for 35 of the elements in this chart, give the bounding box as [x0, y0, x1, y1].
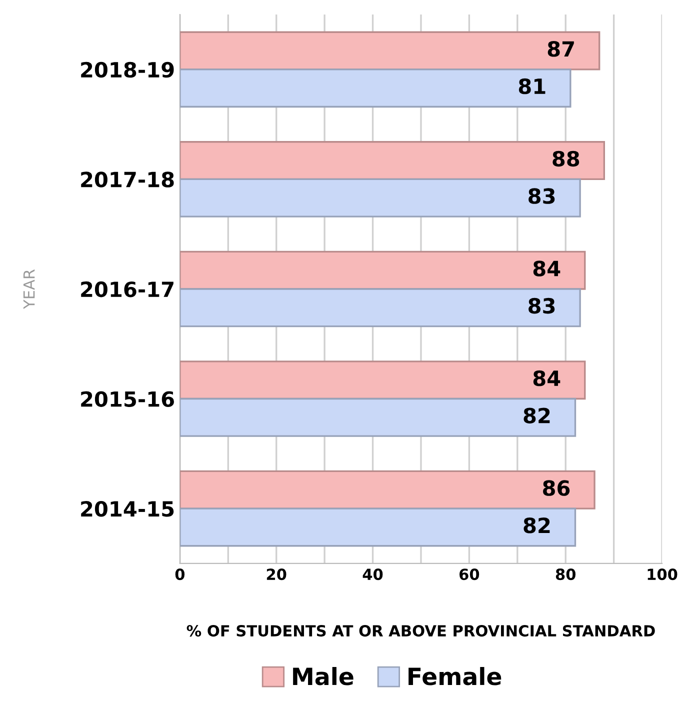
legend-label: Male — [293, 667, 354, 686]
x-tick-label: 80 — [556, 568, 576, 580]
data-label: 87 — [548, 41, 574, 57]
data-label: 88 — [552, 150, 580, 167]
data-label: 84 — [533, 260, 560, 276]
bar — [180, 68, 572, 108]
data-label: 82 — [524, 517, 550, 534]
bar — [180, 288, 581, 328]
bar — [180, 31, 600, 70]
legend-label: Female — [408, 667, 502, 686]
data-label: 83 — [528, 188, 555, 204]
bar — [180, 508, 576, 547]
y-tick-label: 2014-15 — [81, 500, 174, 517]
x-tick-label: 40 — [362, 568, 383, 580]
data-label: 82 — [524, 408, 550, 424]
y-axis-title: YEAR — [23, 269, 35, 310]
bar — [180, 360, 586, 400]
y-tick-label: 2018-19 — [81, 62, 174, 78]
x-tick-label: 0 — [175, 568, 185, 580]
x-tick-label: 20 — [266, 568, 286, 580]
bar — [180, 250, 586, 290]
bar — [180, 398, 576, 437]
y-tick-label: 2015-16 — [81, 391, 174, 407]
data-label: 83 — [528, 298, 555, 314]
x-tick-label: 60 — [460, 568, 480, 580]
bar — [180, 178, 581, 218]
data-label: 86 — [543, 480, 570, 496]
bar — [180, 470, 596, 510]
data-label: 84 — [533, 370, 560, 386]
y-tick-label: 2016-17 — [81, 281, 174, 298]
x-axis-title: % OF STUDENTS AT OR ABOVE PROVINCIAL STANDARD — [186, 625, 655, 637]
x-tick-label: 100 — [648, 568, 678, 580]
bar — [180, 141, 606, 180]
y-tick-label: 2017-18 — [81, 172, 174, 188]
data-label: 81 — [518, 78, 546, 94]
